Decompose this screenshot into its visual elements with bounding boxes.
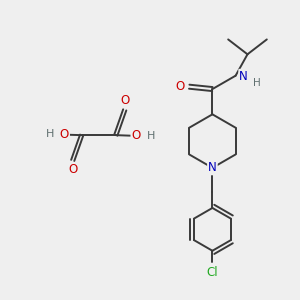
Text: H: H — [147, 131, 155, 141]
Text: N: N — [239, 70, 248, 83]
Text: O: O — [131, 129, 141, 142]
Text: O: O — [68, 164, 77, 176]
Text: O: O — [60, 128, 69, 141]
Text: H: H — [46, 129, 55, 139]
Text: N: N — [208, 161, 217, 174]
Text: O: O — [175, 80, 184, 93]
Text: O: O — [120, 94, 129, 107]
Text: Cl: Cl — [207, 266, 218, 279]
Text: H: H — [253, 78, 261, 88]
